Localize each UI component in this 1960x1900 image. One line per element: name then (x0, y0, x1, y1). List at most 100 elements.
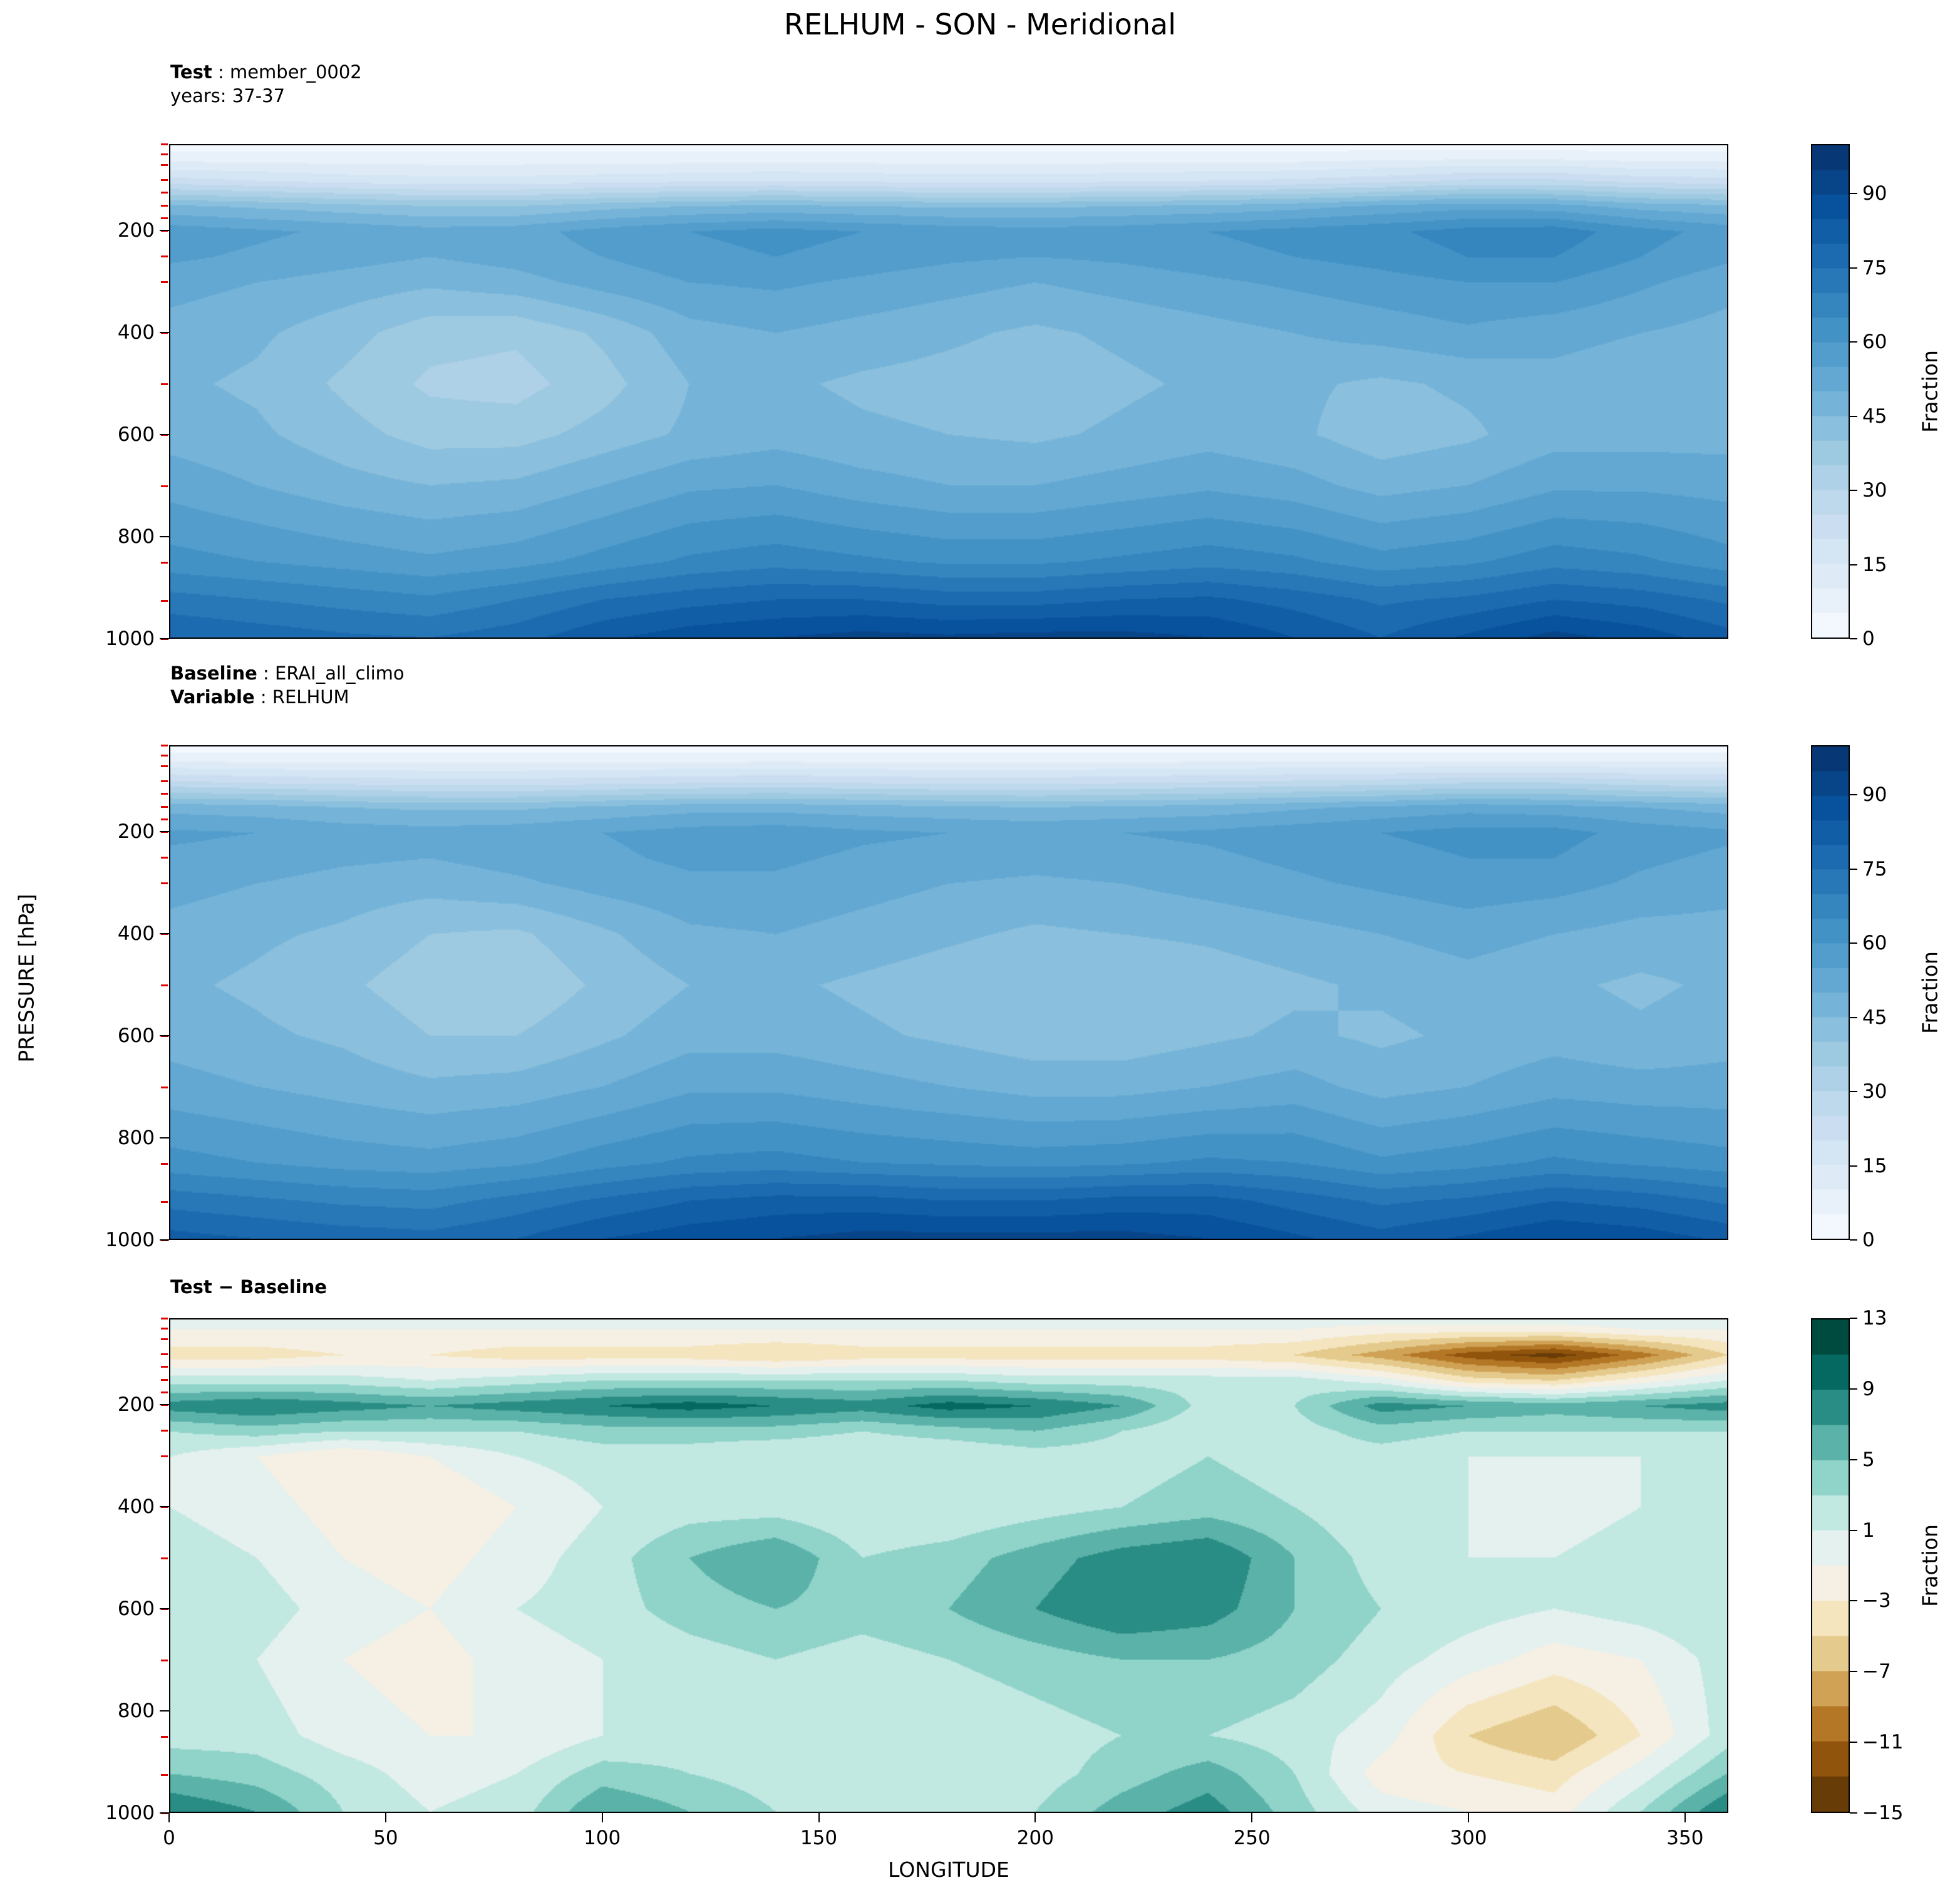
x-tick (384, 1813, 386, 1822)
pressure-minor-tick (161, 1455, 168, 1457)
y-tick-label: 1000 (105, 1229, 155, 1251)
colorbar-tick-label: 60 (1862, 932, 1887, 954)
pressure-minor-tick (161, 179, 168, 181)
y-tick-label: 400 (117, 321, 155, 344)
pressure-minor-tick (161, 1430, 168, 1432)
y-tick-label: 800 (117, 525, 155, 549)
x-tick (1034, 1813, 1036, 1822)
y-tick (160, 1710, 169, 1712)
x-tick-label: 350 (1666, 1827, 1704, 1849)
baseline-contour-canvas (170, 746, 1727, 1239)
pressure-minor-tick (161, 745, 168, 746)
baseline-annotation-key: Baseline (170, 663, 257, 684)
pressure-minor-tick (161, 204, 168, 207)
baseline-annotation-line1: Baseline : ERAI_all_climo (170, 661, 405, 685)
colorbar-tick (1850, 193, 1857, 194)
pressure-minor-tick (161, 805, 168, 808)
colorbar-tick-label: −11 (1862, 1731, 1904, 1754)
y-tick-label: 1000 (105, 1802, 155, 1824)
pressure-minor-tick (161, 1391, 168, 1394)
x-tick-label: 300 (1450, 1827, 1487, 1849)
x-tick (1684, 1813, 1686, 1822)
colorbar-tick-label: −7 (1862, 1660, 1891, 1683)
colorbar-tick-label: 9 (1862, 1377, 1875, 1400)
x-tick-label: 50 (373, 1827, 398, 1849)
baseline-annotation-value: : ERAI_all_climo (257, 663, 405, 684)
colorbar-tick-label: 75 (1862, 256, 1887, 279)
x-axis-label: LONGITUDE (888, 1857, 1009, 1882)
colorbar-test-label: Fraction (1917, 350, 1942, 433)
colorbar-tick (1850, 1671, 1857, 1673)
colorbar-baseline (1811, 745, 1850, 1240)
pressure-minor-tick (161, 857, 168, 859)
variable-annotation-key: Variable (170, 686, 255, 708)
colorbar-tick (1850, 942, 1857, 944)
y-tick (160, 933, 169, 935)
colorbar-tick (1850, 638, 1857, 639)
x-tick (601, 1813, 603, 1822)
colorbar-baseline-gradient (1812, 746, 1849, 1239)
colorbar-tick-label: 45 (1862, 405, 1887, 428)
x-tick-label: 250 (1233, 1827, 1271, 1849)
colorbar-tick-label: 13 (1862, 1307, 1887, 1329)
pressure-minor-tick (161, 1162, 168, 1165)
pressure-minor-tick (161, 1200, 168, 1203)
pressure-minor-tick (161, 755, 168, 757)
colorbar-tick (1850, 1812, 1857, 1814)
colorbar-tick (1850, 1091, 1857, 1092)
colorbar-tick-label: −15 (1862, 1802, 1904, 1824)
colorbar-tick (1850, 1165, 1857, 1167)
pressure-minor-tick (161, 153, 168, 156)
variable-annotation-value: : RELHUM (254, 686, 349, 708)
pressure-minor-tick (161, 818, 168, 821)
x-tick (1251, 1813, 1253, 1822)
colorbar-tick-label: 30 (1862, 479, 1887, 502)
pressure-minor-tick (161, 1328, 168, 1330)
colorbar-tick (1850, 341, 1857, 343)
pressure-minor-tick (161, 485, 168, 487)
panel-baseline (169, 745, 1728, 1240)
pressure-minor-tick (161, 1338, 168, 1340)
diff-annotation-title: Test − Baseline (170, 1276, 328, 1298)
colorbar-tick (1850, 1600, 1857, 1602)
colorbar-tick (1850, 1388, 1857, 1390)
pressure-minor-tick (161, 765, 168, 767)
baseline-annotation-line2: Variable : RELHUM (170, 685, 405, 709)
pressure-minor-tick (161, 793, 168, 795)
x-tick-label: 200 (1016, 1827, 1054, 1849)
colorbar-tick (1850, 1742, 1857, 1743)
test-annotation: Test : member_0002 years: 37-37 (170, 60, 362, 108)
pressure-minor-tick (161, 984, 168, 986)
colorbar-tick (1850, 490, 1857, 491)
colorbar-tick-label: 0 (1862, 627, 1875, 650)
colorbar-test-gradient (1812, 145, 1849, 638)
y-tick (160, 434, 169, 436)
colorbar-tick (1850, 267, 1857, 269)
test-annotation-years: years: 37-37 (170, 85, 286, 106)
panel-test (169, 144, 1728, 639)
pressure-minor-tick (161, 383, 168, 385)
test-contour-canvas (170, 145, 1727, 638)
pressure-minor-tick (161, 1774, 168, 1776)
colorbar-tick-label: 1 (1862, 1519, 1875, 1542)
y-tick (160, 831, 169, 833)
pressure-minor-tick (161, 1557, 168, 1559)
diff-annotation: Test − Baseline (170, 1275, 327, 1299)
colorbar-tick-label: 60 (1862, 331, 1887, 353)
colorbar-tick (1850, 1529, 1857, 1531)
colorbar-tick-label: 90 (1862, 783, 1887, 806)
diff-contour-canvas (170, 1319, 1727, 1812)
pressure-minor-tick (161, 599, 168, 602)
x-tick-label: 0 (163, 1827, 175, 1849)
colorbar-tick-label: 30 (1862, 1080, 1887, 1103)
figure-title: RELHUM - SON - Meridional (783, 8, 1177, 41)
pressure-minor-tick (161, 780, 168, 782)
colorbar-diff (1811, 1318, 1850, 1813)
y-tick (160, 1812, 169, 1814)
colorbar-diff-label: Fraction (1917, 1524, 1942, 1607)
y-axis-label: PRESSURE [hPa] (14, 894, 39, 1063)
y-tick (160, 536, 169, 538)
x-tick (1468, 1813, 1469, 1822)
test-annotation-value: : member_0002 (212, 61, 362, 83)
colorbar-tick-label: −3 (1862, 1589, 1891, 1613)
